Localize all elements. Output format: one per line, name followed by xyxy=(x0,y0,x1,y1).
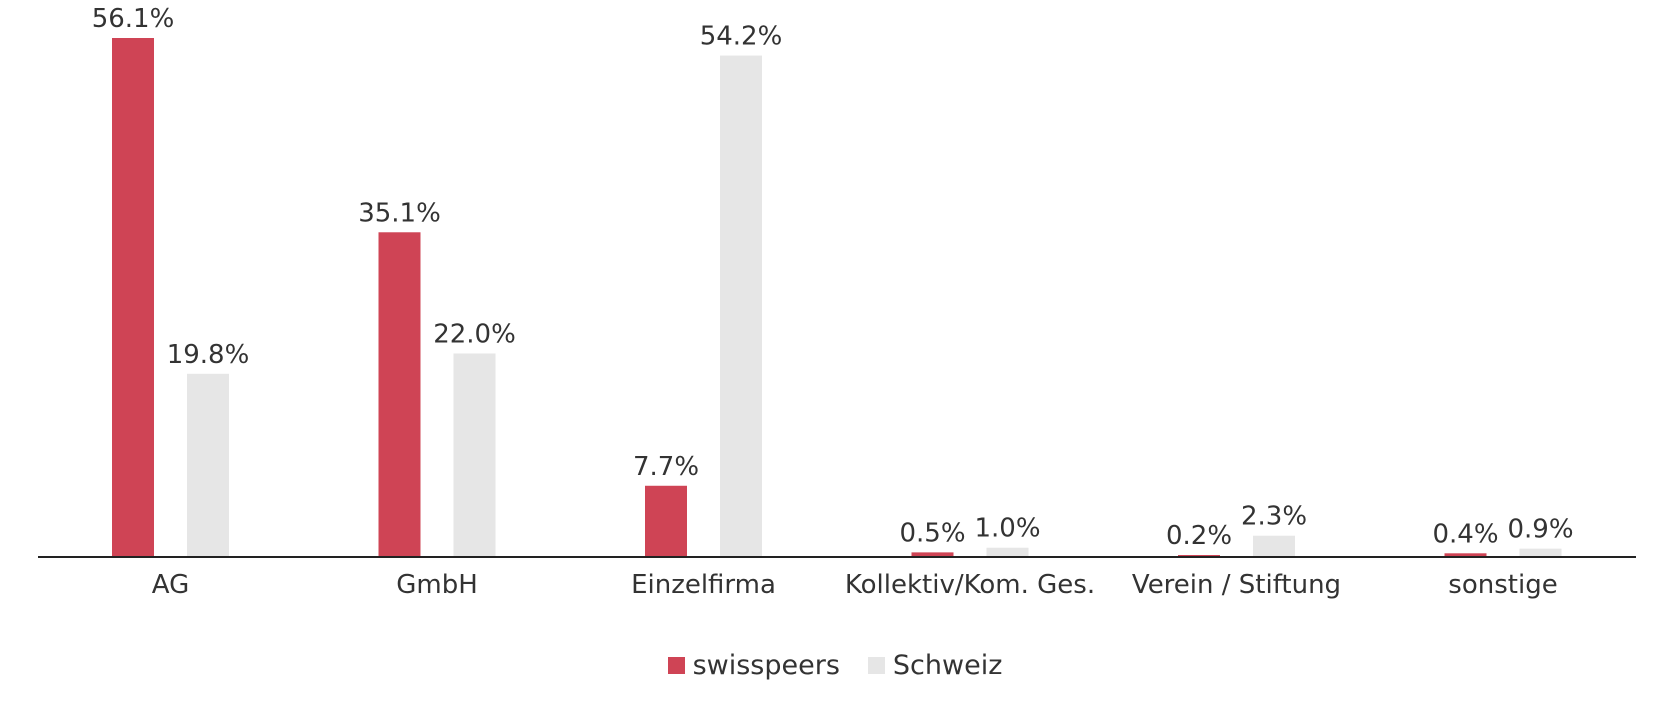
bar-chart: 56.1% 19.8% AG 35.1% 22.0% GmbH 7.7% 54.2% Einze… xyxy=(38,4,1636,600)
category-label-gmbh: GmbH xyxy=(396,570,478,600)
bar-swisspeers-sonstige xyxy=(1444,553,1487,557)
bar-swisspeers-gmbh xyxy=(378,232,421,557)
legend-item-swisspeers[interactable]: swisspeers xyxy=(667,650,840,681)
bar-schweiz-verein-stiftung xyxy=(1253,535,1295,557)
category-label-ag: AG xyxy=(152,570,189,600)
legend-label-swisspeers: swisspeers xyxy=(692,650,840,681)
data-label-swisspeers-verein-stiftung: 0.2% xyxy=(1166,521,1232,551)
legend-item-schweiz[interactable]: Schweiz xyxy=(867,650,1003,681)
data-label-schweiz-einzelfirma: 54.2% xyxy=(700,22,783,52)
bar-schweiz-ag xyxy=(187,373,229,557)
category-label-kollektiv-kom-ges: Kollektiv/Kom. Ges. xyxy=(845,570,1095,600)
data-label-schweiz-sonstige: 0.9% xyxy=(1507,515,1573,545)
bar-schweiz-gmbh xyxy=(453,353,496,557)
labels-group: 56.1% 19.8% AG 35.1% 22.0% GmbH 7.7% 54.2% Einze… xyxy=(92,4,1574,600)
data-label-swisspeers-sonstige: 0.4% xyxy=(1432,519,1498,549)
bar-swisspeers-ag xyxy=(112,38,154,557)
data-label-schweiz-verein-stiftung: 2.3% xyxy=(1241,502,1307,532)
data-label-swisspeers-gmbh: 35.1% xyxy=(358,198,441,228)
category-label-sonstige: sonstige xyxy=(1448,570,1557,600)
legend-swatch-swisspeers xyxy=(667,657,685,674)
data-label-schweiz-gmbh: 22.0% xyxy=(433,319,516,349)
data-label-swisspeers-ag: 56.1% xyxy=(92,4,175,34)
data-label-schweiz-kollektiv-kom-ges: 1.0% xyxy=(974,514,1040,544)
bar-schweiz-einzelfirma xyxy=(720,55,762,557)
bars-group xyxy=(112,38,1562,557)
bar-swisspeers-kollektiv-kom-ges xyxy=(911,552,954,557)
bar-schweiz-kollektiv-kom-ges xyxy=(986,547,1029,557)
category-label-verein-stiftung: Verein / Stiftung xyxy=(1132,570,1341,600)
legend: swisspeers Schweiz xyxy=(0,650,1670,681)
bar-schweiz-sonstige xyxy=(1519,548,1562,557)
category-label-einzelfirma: Einzelfirma xyxy=(631,570,776,600)
legend-label-schweiz: Schweiz xyxy=(892,650,1003,681)
data-label-swisspeers-einzelfirma: 7.7% xyxy=(633,452,699,482)
data-label-schweiz-ag: 19.8% xyxy=(167,340,250,370)
bar-swisspeers-einzelfirma xyxy=(645,485,687,557)
legend-swatch-schweiz xyxy=(867,657,885,674)
data-label-swisspeers-kollektiv-kom-ges: 0.5% xyxy=(899,518,965,548)
